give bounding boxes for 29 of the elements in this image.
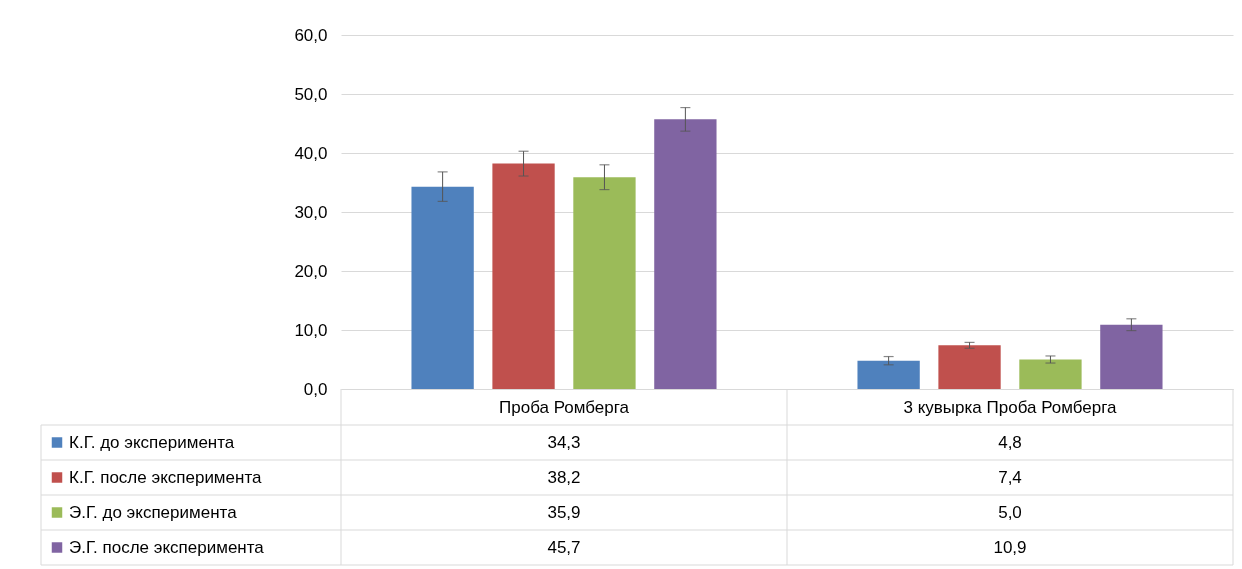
legend-label: Э.Г. до эксперимента: [69, 502, 238, 522]
bar: [411, 186, 474, 389]
bar: [857, 360, 920, 389]
y-tick-label: 40,0: [294, 143, 328, 163]
bar: [573, 177, 636, 389]
y-tick-label: 60,0: [294, 25, 328, 45]
data-label: 35,9: [547, 502, 581, 522]
y-tick-label: 0,0: [303, 379, 328, 399]
bar: [938, 345, 1001, 389]
x-tick-label: Проба Ромберга: [499, 397, 630, 417]
legend-label: Э.Г. после эксперимента: [69, 537, 265, 557]
bar: [492, 163, 555, 389]
bar: [1100, 324, 1163, 389]
data-label: 5,0: [998, 502, 1022, 522]
y-tick-label: 20,0: [294, 261, 328, 281]
data-label: 4,8: [998, 432, 1022, 452]
legend-label: К.Г. после эксперимента: [69, 467, 262, 487]
y-tick-label: 30,0: [294, 202, 328, 222]
data-label: 7,4: [998, 467, 1022, 487]
legend-label: К.Г. до эксперимента: [69, 432, 235, 452]
y-tick-label: 10,0: [294, 320, 328, 340]
data-label: 38,2: [547, 467, 581, 487]
bar: [654, 119, 717, 389]
data-label: 34,3: [547, 432, 581, 452]
x-tick-label: 3 кувырка Проба Ромберга: [903, 397, 1118, 417]
y-tick-label: 50,0: [294, 84, 328, 104]
bar: [1019, 359, 1082, 389]
data-label: 45,7: [547, 537, 581, 557]
data-label: 10,9: [993, 537, 1027, 557]
